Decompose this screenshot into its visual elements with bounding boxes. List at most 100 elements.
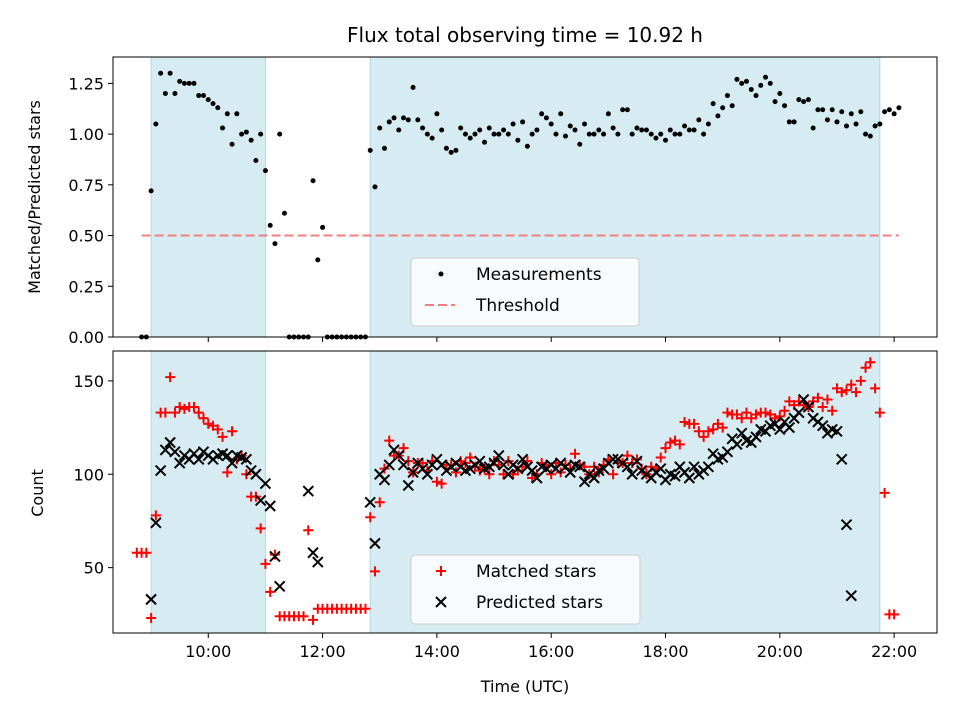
- measurement-point: [434, 111, 440, 117]
- measurement-point: [591, 131, 597, 137]
- predicted-star-point: [145, 593, 157, 606]
- matched-star-point: [874, 407, 885, 418]
- predicted-star-point: [621, 461, 634, 473]
- measurement-legend-marker: [438, 271, 444, 277]
- measurement-point: [220, 125, 226, 131]
- measurement-point: [439, 127, 445, 133]
- measurement-point: [277, 131, 283, 137]
- measurement-point: [567, 123, 573, 129]
- measurement-point: [472, 131, 478, 137]
- predicted-star-point: [421, 468, 434, 480]
- top-chart-title: Flux total observing time = 10.92 h: [347, 23, 703, 47]
- matched-star-point: [851, 387, 862, 398]
- measurement-point: [391, 115, 397, 121]
- measurement-point: [748, 86, 754, 92]
- measurement-point: [248, 137, 254, 143]
- measurement-point: [181, 80, 187, 86]
- measurement-point: [786, 119, 792, 125]
- measurement-point: [320, 224, 326, 230]
- predicted-star-point: [369, 537, 381, 550]
- measurement-point: [496, 131, 502, 137]
- measurement-point: [372, 184, 378, 190]
- predicted-star-point: [797, 393, 810, 406]
- predicted-star-point: [312, 556, 324, 568]
- measurement-point: [743, 78, 749, 84]
- measurement-point: [896, 105, 902, 111]
- matched-star-point: [212, 424, 223, 435]
- matched-star-point: [298, 611, 309, 622]
- measurement-point: [620, 107, 626, 113]
- predicted-star-point: [254, 494, 267, 507]
- measurement-point: [529, 131, 535, 137]
- predicted-star-point: [407, 466, 419, 479]
- predicted-star-point: [750, 431, 762, 443]
- measurement-point: [729, 103, 735, 109]
- measurement-point: [810, 125, 816, 131]
- measurement-point: [420, 125, 426, 131]
- predicted-star-point: [307, 546, 319, 559]
- matched-star-point: [817, 402, 828, 413]
- matched-star-point: [360, 603, 371, 614]
- measurement-point: [672, 131, 678, 137]
- measurement-point: [629, 131, 635, 137]
- measurement-point: [601, 131, 607, 137]
- measurement-point: [820, 107, 826, 113]
- matched-star-point: [169, 407, 180, 418]
- measurement-point: [272, 241, 278, 247]
- predicted-star-point: [688, 461, 700, 473]
- predicted-star-point: [721, 446, 734, 458]
- predicted-star-point: [736, 427, 748, 439]
- measurement-point: [377, 125, 383, 131]
- top-shaded-interval: [150, 56, 266, 338]
- matched-star-point: [436, 478, 447, 489]
- measurement-point: [520, 119, 526, 125]
- measurement-point: [501, 127, 507, 133]
- measurement-point: [401, 115, 407, 121]
- matched-star-point: [269, 549, 280, 560]
- measurement-point: [415, 117, 421, 123]
- matched-star-point: [665, 437, 676, 448]
- predicted-star-point: [783, 421, 796, 434]
- matched-star-point: [450, 467, 461, 478]
- predicted-star-point: [526, 464, 538, 477]
- top-legend-label: Threshold: [475, 296, 560, 316]
- matched-star-point: [384, 435, 395, 446]
- matched-star-point: [860, 362, 871, 373]
- matched-star-point: [689, 418, 700, 429]
- predicted-star-point: [226, 457, 238, 469]
- predicted-star-point: [793, 406, 805, 419]
- bottom-y-tick-label: 100: [73, 465, 104, 484]
- predicted-star-point: [159, 444, 172, 456]
- matched-star-point: [693, 426, 704, 437]
- measurement-point: [458, 125, 464, 131]
- predicted-star-point: [259, 477, 272, 490]
- predicted-star-point: [655, 462, 667, 475]
- predicted-star-point: [378, 474, 391, 486]
- measurement-point: [210, 101, 216, 107]
- matched-star-point: [846, 379, 857, 390]
- matched-star-point: [836, 387, 847, 398]
- measurement-point: [701, 131, 707, 137]
- bottom-legend-label: Matched stars: [476, 562, 596, 582]
- matched-star-point: [498, 469, 509, 480]
- measurement-point: [791, 119, 797, 125]
- bottom-x-tick-label: 14:00: [414, 642, 460, 661]
- measurement-point: [158, 70, 164, 76]
- measurement-point: [772, 99, 778, 105]
- predicted-star-point: [607, 453, 619, 466]
- predicted-star-point: [702, 461, 715, 473]
- measurement-point: [424, 131, 430, 137]
- matched-star-point: [308, 614, 319, 625]
- measurement-point: [310, 178, 316, 184]
- matched-star-point: [369, 566, 380, 577]
- measurement-point: [872, 123, 878, 129]
- measurement-point: [844, 123, 850, 129]
- measurement-point: [839, 109, 845, 115]
- measurement-point: [253, 157, 259, 163]
- matched-star-point: [146, 613, 157, 624]
- measurement-point: [882, 109, 888, 115]
- measurement-point: [196, 93, 202, 99]
- matched-star-point: [227, 426, 238, 437]
- matched-star-point: [574, 459, 585, 470]
